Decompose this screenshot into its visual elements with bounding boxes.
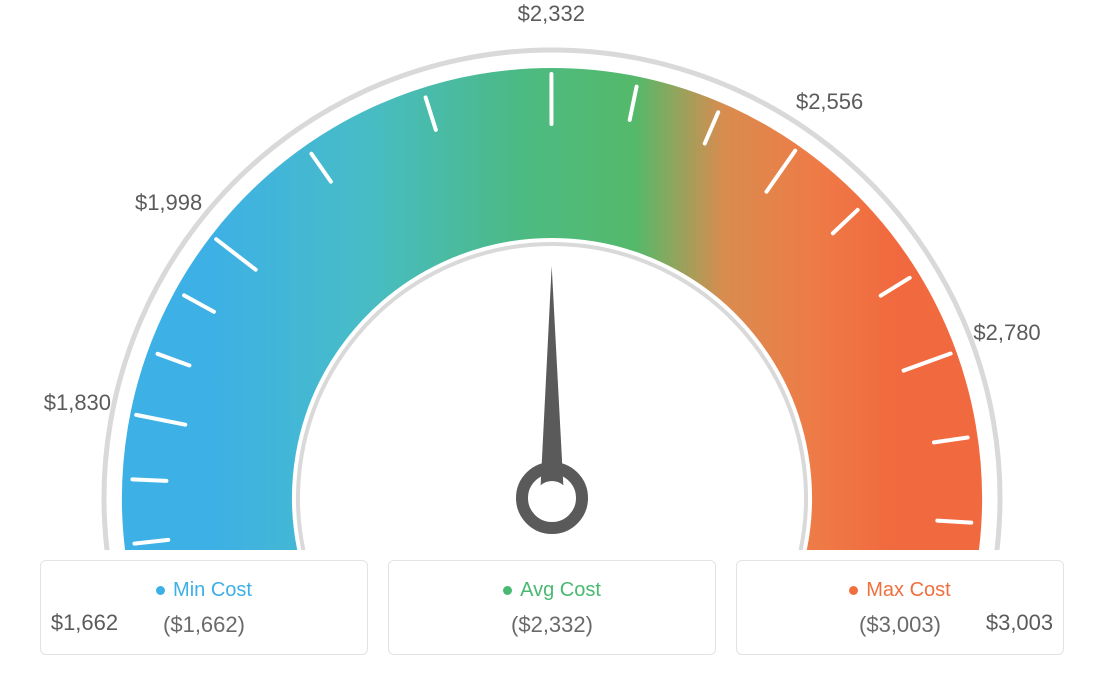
gauge-tick-label: $2,332 — [518, 1, 585, 27]
gauge-chart: $1,662$1,830$1,998$2,332$2,556$2,780$3,0… — [30, 20, 1074, 550]
min-cost-card: Min Cost ($1,662) — [40, 560, 368, 655]
gauge-tick-label: $2,780 — [973, 320, 1040, 346]
gauge-tick-label: $3,003 — [986, 610, 1053, 636]
max-cost-title-text: Max Cost — [866, 579, 950, 602]
max-cost-title: Max Cost — [849, 579, 950, 602]
min-cost-title: Min Cost — [156, 579, 252, 602]
max-cost-card: Max Cost ($3,003) — [736, 560, 1064, 655]
chart-container: $1,662 $1,830 $1,998 $2,332 $2,556 $2,780 $3,0… — [0, 0, 1104, 675]
avg-cost-title-text: Avg Cost — [520, 579, 601, 602]
summary-cards: Min Cost ($1,662) Avg Cost ($2,332) Max … — [30, 560, 1074, 655]
min-cost-title-text: Min Cost — [173, 579, 252, 602]
gauge-tick-label: $1,830 — [44, 390, 111, 416]
avg-cost-value: ($2,332) — [399, 612, 705, 638]
gauge-svg — [30, 20, 1074, 550]
gauge-tick-label: $1,998 — [135, 190, 202, 216]
avg-cost-dot — [503, 586, 512, 595]
avg-cost-card: Avg Cost ($2,332) — [388, 560, 716, 655]
avg-cost-title: Avg Cost — [503, 579, 601, 602]
gauge-tick-label: $2,556 — [796, 89, 863, 115]
max-cost-dot — [849, 586, 858, 595]
min-cost-dot — [156, 586, 165, 595]
gauge-tick-label: $1,662 — [51, 610, 118, 636]
